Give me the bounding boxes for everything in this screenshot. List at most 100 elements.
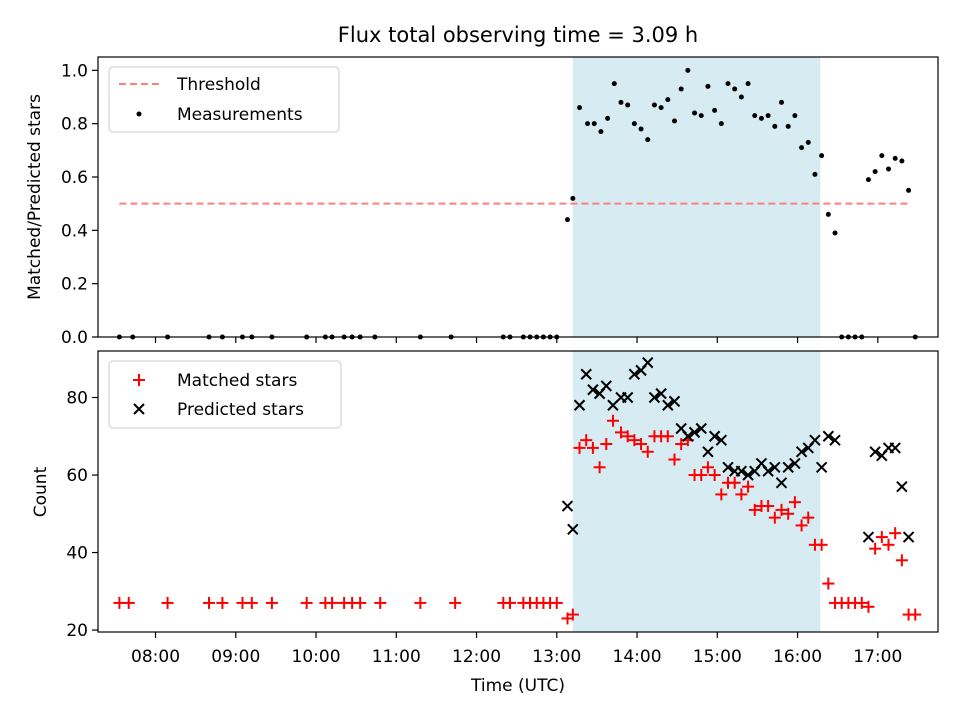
y-tick-label: 40	[66, 544, 88, 564]
predicted-star-point	[642, 356, 654, 369]
predicted-star-point	[702, 446, 714, 458]
predicted-star-point	[648, 391, 661, 404]
matched-star-point	[715, 488, 728, 501]
legend-predicted-swatch	[133, 403, 145, 415]
measurement-point	[752, 113, 758, 119]
matched-star-point	[882, 538, 895, 551]
matched-star-point	[775, 503, 788, 516]
predicted-star-point	[889, 442, 901, 454]
matched-star-point	[695, 469, 708, 482]
bottom-axes-frame	[97, 350, 939, 633]
measurement-point	[765, 113, 771, 119]
matched-star-point	[161, 596, 174, 609]
predicted-star-point	[628, 368, 641, 380]
matched-star-point	[354, 596, 367, 609]
measurement-point	[564, 217, 570, 223]
matched-star-point	[122, 596, 135, 609]
measurement-point	[577, 105, 583, 111]
predicted-star-point	[829, 434, 841, 446]
matched-star-point	[573, 441, 586, 454]
measurement-point	[658, 105, 664, 111]
measurement-point	[651, 102, 657, 108]
measurement-point	[705, 83, 711, 89]
y-tick-label: 80	[66, 389, 88, 409]
matched-star-point	[203, 596, 216, 609]
measurement-point	[865, 177, 871, 183]
y-tick-label: 60	[66, 466, 88, 486]
bottom-y-axis-label: Count	[31, 466, 51, 517]
top-chart-title: Flux total observing time = 3.09 h	[338, 23, 698, 47]
x-tick-label: 14:00	[613, 647, 662, 667]
matched-star-point	[586, 441, 599, 454]
legend-matched-swatch	[133, 374, 145, 386]
matched-star-point	[216, 596, 229, 609]
matched-star-point	[762, 500, 775, 513]
measurement-point	[685, 67, 691, 73]
x-tick-label: 13:00	[532, 647, 581, 667]
measurement-point	[598, 129, 604, 135]
top-plot-area: 0.0 0.2 0.4 0.6 0.8 1.0 Matched/Predicted sta…	[25, 56, 939, 348]
predicted-star-point	[769, 461, 781, 473]
measurement-point	[799, 145, 805, 151]
predicted-star-point	[688, 426, 701, 439]
measurement-point	[725, 81, 731, 87]
predicted-star-point	[782, 461, 794, 473]
predicted-star-point	[655, 387, 667, 400]
matched-star-point	[782, 507, 795, 520]
measurement-point	[819, 153, 825, 159]
matched-star-point	[855, 596, 868, 609]
matched-star-point	[788, 496, 801, 509]
measurement-point	[570, 195, 576, 201]
predicted-star-point	[567, 523, 579, 535]
measurement-point	[665, 97, 671, 103]
predicted-star-point	[580, 368, 592, 380]
matched-star-point	[566, 608, 579, 621]
y-tick-label: 0.0	[61, 328, 88, 348]
measurement-point	[718, 121, 724, 127]
measurement-point	[692, 110, 698, 116]
y-tick-label: 0.4	[61, 221, 88, 241]
measurement-point	[899, 158, 905, 164]
legend-measurements-swatch	[136, 111, 142, 117]
matched-star-point	[641, 445, 654, 458]
matched-star-point	[889, 527, 902, 540]
measurement-point	[732, 86, 738, 92]
y-tick-label: 0.2	[61, 275, 88, 295]
matched-star-point	[742, 480, 755, 493]
predicted-star-point	[869, 446, 881, 458]
predicted-star-point	[682, 430, 694, 442]
matched-star-point	[628, 434, 641, 447]
x-tick-label: 17:00	[853, 647, 902, 667]
matched-star-point	[606, 414, 619, 427]
measurement-point	[698, 113, 704, 119]
measurement-point	[758, 115, 764, 121]
matched-star-point	[503, 596, 516, 609]
measurement-point	[631, 121, 637, 127]
top-axes-frame	[97, 56, 939, 338]
predicted-star-point	[762, 465, 774, 477]
predicted-star-point	[896, 480, 908, 493]
measurement-point	[645, 137, 651, 143]
matched-star-point	[635, 438, 648, 451]
matched-star-point	[661, 430, 674, 443]
measurement-point	[906, 187, 912, 193]
predicted-star-point	[809, 434, 821, 446]
matched-star-point	[300, 596, 313, 609]
measurement-point	[772, 123, 778, 129]
predicted-star-point	[775, 477, 788, 489]
predicted-star-point	[815, 461, 828, 473]
measurement-point	[585, 121, 591, 127]
matched-star-point	[675, 438, 688, 451]
x-tick-label: 09:00	[211, 647, 260, 667]
measurement-point	[605, 115, 611, 121]
measurement-point	[779, 99, 785, 105]
predicted-star-point	[722, 461, 734, 473]
predicted-star-point	[715, 434, 728, 446]
matched-star-point	[748, 503, 761, 516]
matched-star-point	[600, 438, 613, 451]
predicted-star-point	[621, 391, 634, 404]
bottom-legend: Matched stars Predicted stars	[108, 360, 342, 429]
measurement-point	[671, 118, 677, 124]
matched-star-point	[862, 600, 875, 613]
